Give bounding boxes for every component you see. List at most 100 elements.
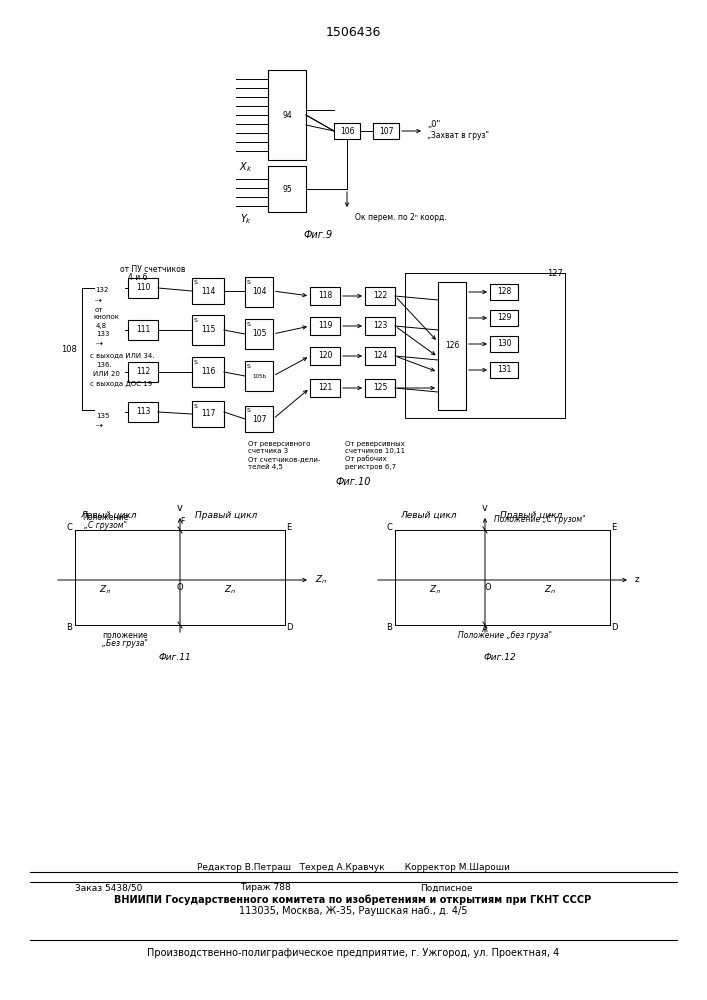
Text: S: S — [194, 403, 198, 408]
Text: „С грузом": „С грузом" — [83, 520, 127, 530]
Text: 122: 122 — [373, 292, 387, 300]
Text: „0": „0" — [427, 120, 440, 129]
Text: v: v — [482, 503, 488, 513]
Text: 105b: 105b — [252, 373, 266, 378]
Bar — [128, 402, 158, 422]
Text: 127: 127 — [547, 268, 563, 277]
Bar — [365, 379, 395, 397]
Text: Положение „С грузом": Положение „С грузом" — [494, 516, 586, 524]
Text: S: S — [247, 408, 251, 412]
Text: Ок перем. по 2ⁿ коорд.: Ок перем. по 2ⁿ коорд. — [355, 214, 447, 223]
Text: счетчика 3: счетчика 3 — [248, 448, 288, 454]
Text: 136.: 136. — [96, 362, 112, 368]
Text: D: D — [611, 622, 617, 632]
Text: 107: 107 — [252, 414, 267, 424]
Text: 4 и 6: 4 и 6 — [128, 273, 148, 282]
Bar — [373, 123, 399, 139]
Bar — [365, 347, 395, 365]
Text: Левый цикл: Левый цикл — [80, 510, 136, 520]
Text: Положение „без груза": Положение „без груза" — [458, 631, 552, 640]
Text: $Z_п$: $Z_п$ — [544, 584, 556, 596]
Bar — [438, 282, 466, 410]
Text: 118: 118 — [318, 292, 332, 300]
Text: положение: положение — [103, 631, 148, 640]
Text: регистров 6,7: регистров 6,7 — [345, 464, 396, 470]
Bar — [192, 401, 224, 427]
Text: 106: 106 — [340, 126, 354, 135]
Bar — [245, 406, 273, 432]
Bar — [490, 284, 518, 300]
Bar — [310, 317, 340, 335]
Text: 124: 124 — [373, 352, 387, 360]
Bar — [310, 347, 340, 365]
Text: $Z_л$: $Z_л$ — [429, 584, 441, 596]
Text: 110: 110 — [136, 284, 150, 292]
Text: E: E — [612, 524, 617, 532]
Text: S: S — [194, 318, 198, 322]
Text: От рабочих: От рабочих — [345, 456, 387, 462]
Text: 112: 112 — [136, 367, 150, 376]
Bar — [490, 310, 518, 326]
Text: 111: 111 — [136, 326, 150, 334]
Text: 108: 108 — [61, 344, 77, 354]
Text: Фиг.10: Фиг.10 — [335, 477, 370, 487]
Text: 120: 120 — [318, 352, 332, 360]
Text: Заказ 5438/50: Заказ 5438/50 — [75, 884, 142, 892]
Text: C: C — [386, 524, 392, 532]
Text: 116: 116 — [201, 367, 215, 376]
Text: B: B — [386, 622, 392, 632]
Bar — [310, 379, 340, 397]
Text: 123: 123 — [373, 322, 387, 330]
Text: с выхода ДОС 19: с выхода ДОС 19 — [90, 381, 152, 387]
Text: 121: 121 — [318, 383, 332, 392]
Text: $Y_k$: $Y_k$ — [240, 212, 252, 226]
Text: 117: 117 — [201, 410, 215, 418]
Text: 132: 132 — [95, 287, 108, 293]
Bar — [245, 277, 273, 307]
Text: 114: 114 — [201, 286, 215, 296]
Text: 130: 130 — [497, 340, 511, 349]
Bar — [490, 362, 518, 378]
Text: ВНИИПИ Государственного комитета по изобретениям и открытиям при ГКНТ СССР: ВНИИПИ Государственного комитета по изоб… — [115, 895, 592, 905]
Text: E: E — [286, 524, 291, 532]
Bar — [192, 315, 224, 345]
Text: ⇢: ⇢ — [95, 296, 102, 304]
Text: 113: 113 — [136, 408, 150, 416]
Text: телей 4,5: телей 4,5 — [248, 464, 283, 470]
Text: „Захват в груз": „Захват в груз" — [427, 130, 489, 139]
Bar — [128, 362, 158, 382]
Text: 113035, Москва, Ж-35, Раушская наб., д. 4/5: 113035, Москва, Ж-35, Раушская наб., д. … — [239, 906, 467, 916]
Text: 4,8: 4,8 — [96, 323, 107, 329]
Text: S: S — [247, 279, 251, 284]
Text: 119: 119 — [318, 322, 332, 330]
Text: ИЛИ 20: ИЛИ 20 — [93, 371, 120, 377]
Text: S: S — [247, 322, 251, 326]
Bar — [310, 287, 340, 305]
Bar — [192, 278, 224, 304]
Text: Положение: Положение — [82, 514, 128, 522]
Text: 131: 131 — [497, 365, 511, 374]
Bar — [334, 123, 360, 139]
Text: 104: 104 — [252, 288, 267, 296]
Text: От счетчиков-дели-: От счетчиков-дели- — [248, 456, 320, 462]
Text: 133: 133 — [96, 331, 110, 337]
Text: кнопок: кнопок — [93, 314, 119, 320]
Text: $Z_п$: $Z_п$ — [315, 574, 327, 586]
Bar — [365, 317, 395, 335]
Bar — [128, 278, 158, 298]
Text: Тираж 788: Тираж 788 — [240, 884, 291, 892]
Text: от: от — [95, 307, 103, 313]
Text: ⇢: ⇢ — [96, 338, 103, 348]
Text: $Z_п$: $Z_п$ — [224, 584, 236, 596]
Bar — [245, 319, 273, 349]
Text: A: A — [482, 626, 488, 635]
Text: $Z_л$: $Z_л$ — [99, 584, 111, 596]
Text: 105: 105 — [252, 330, 267, 338]
Text: Фиг.9: Фиг.9 — [303, 230, 332, 240]
Text: 107: 107 — [379, 126, 393, 135]
Text: От реверсивного: От реверсивного — [248, 441, 310, 447]
Bar — [192, 357, 224, 387]
Text: S: S — [194, 280, 198, 286]
Text: ⇢: ⇢ — [96, 420, 103, 430]
Text: S: S — [247, 363, 251, 368]
